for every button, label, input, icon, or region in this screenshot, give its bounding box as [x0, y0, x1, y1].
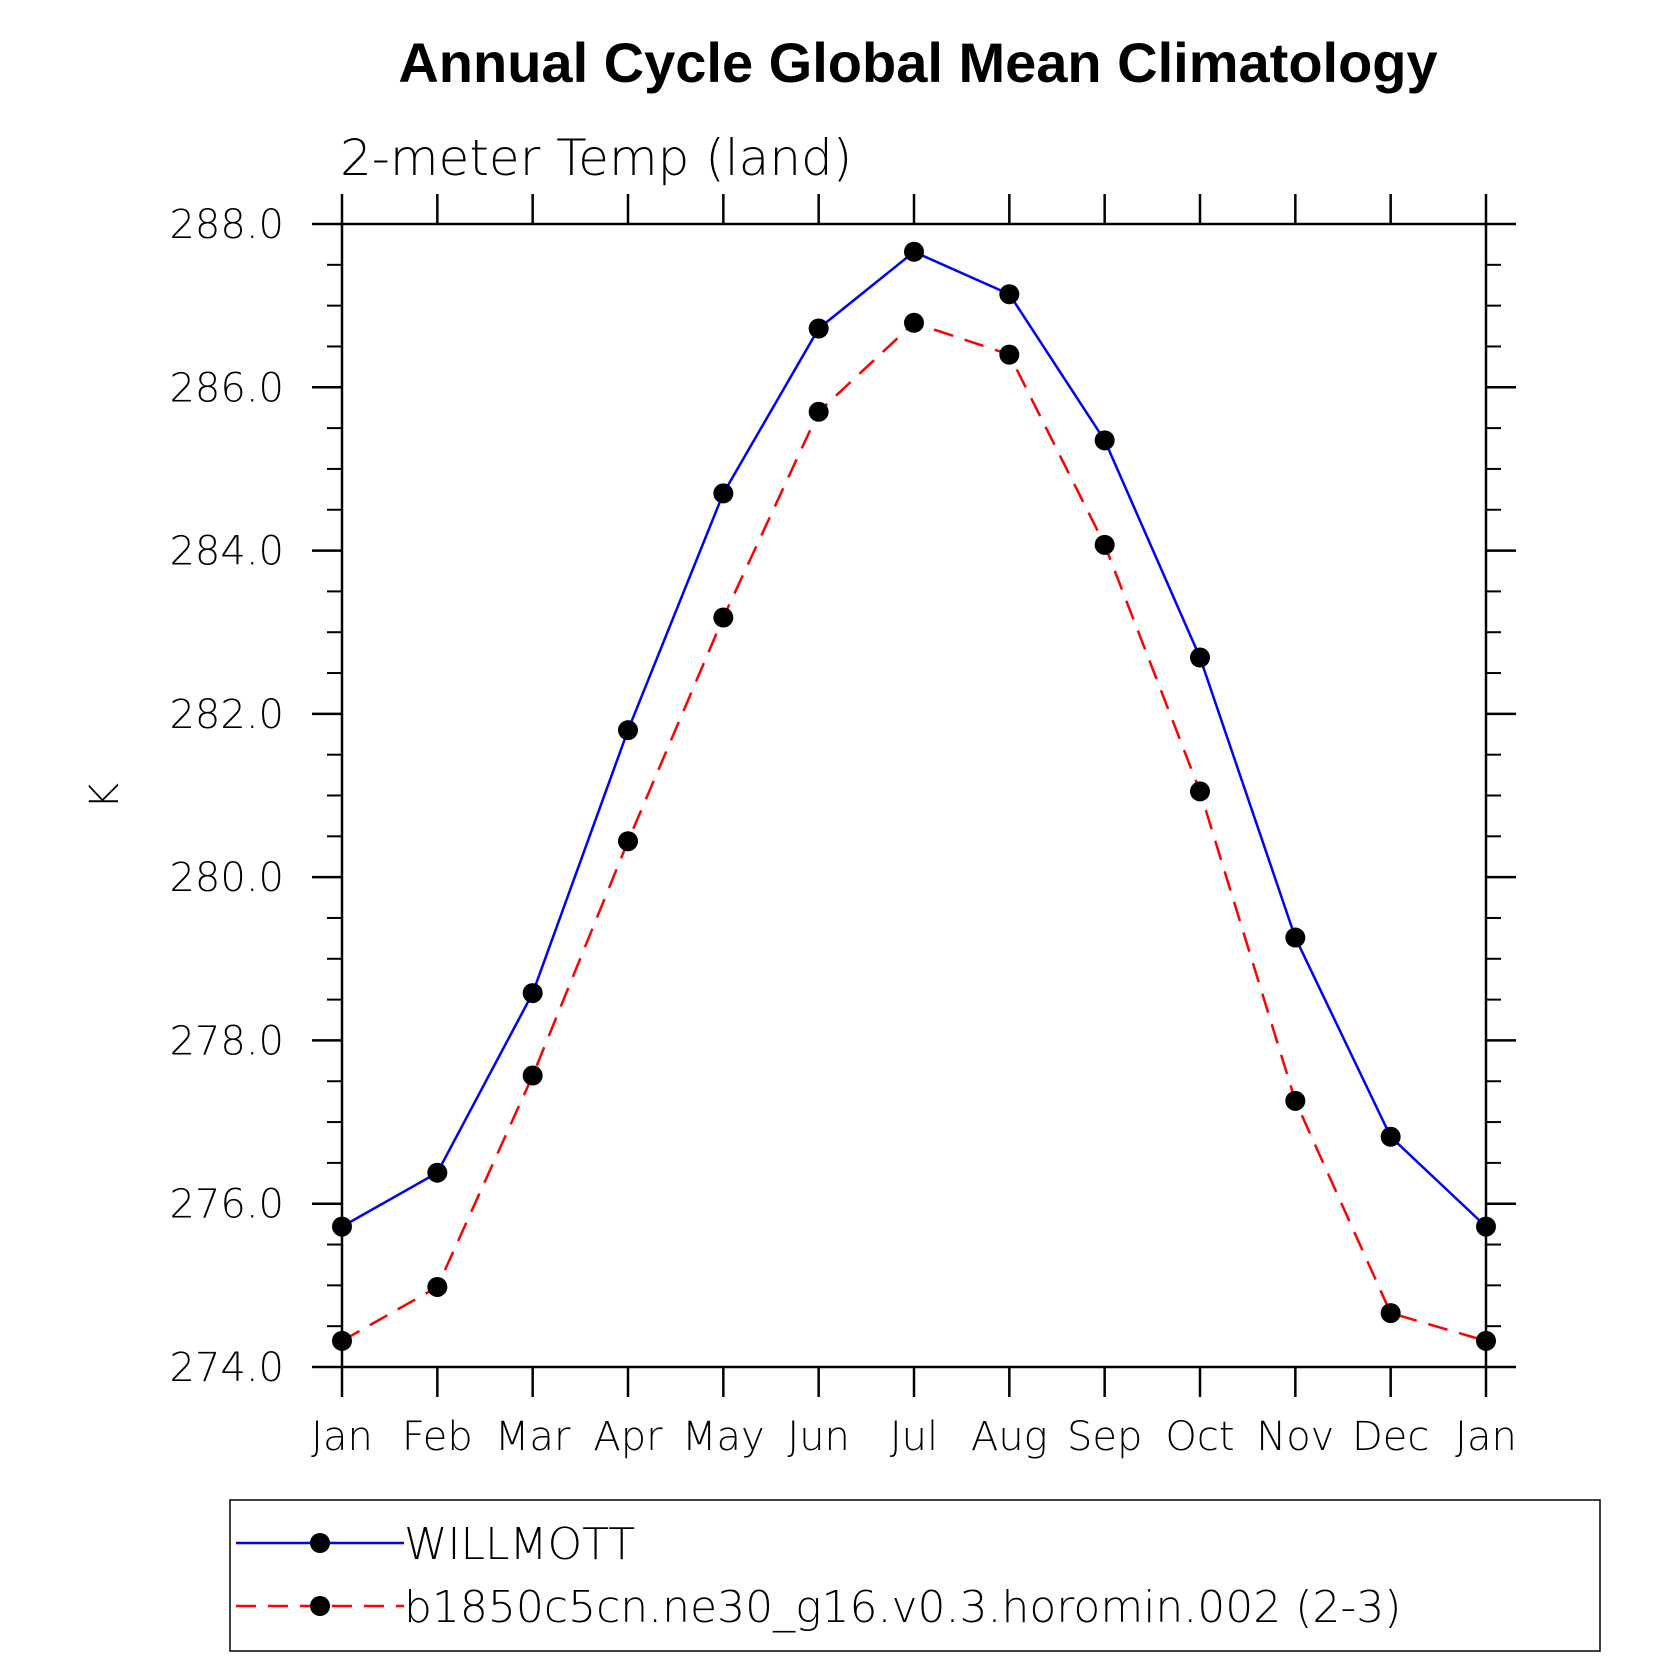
plot-frame — [340, 222, 1488, 1369]
data-point-series-0 — [332, 1216, 352, 1237]
x-tick-label: May — [682, 1414, 765, 1460]
legend-label-model: b1850c5cn.ne30_g16.v0.3.horomin.002 (2-3… — [404, 1582, 1401, 1633]
y-tick-label: 284.0 — [169, 529, 284, 575]
chart-subtitle: 2-meter Temp (land) — [340, 129, 852, 187]
data-point-series-0 — [1094, 430, 1115, 451]
x-tick-label: Jun — [787, 1414, 850, 1460]
data-point-series-0 — [1190, 647, 1210, 668]
data-point-series-1 — [1476, 1330, 1496, 1351]
axis-ticks — [312, 194, 1516, 1397]
y-tick-label: 282.0 — [169, 692, 284, 738]
legend-marker-willmott — [310, 1533, 330, 1553]
data-point-series-1 — [1380, 1303, 1401, 1324]
data-point-series-1 — [1285, 1090, 1306, 1111]
chart-title: Annual Cycle Global Mean Climatology — [398, 31, 1437, 94]
x-tick-label: Oct — [1165, 1414, 1234, 1460]
data-point-series-1 — [618, 831, 638, 852]
data-point-series-1 — [522, 1065, 543, 1086]
legend-marker-model — [310, 1596, 330, 1616]
legend-label-willmott: WILLMOTT — [404, 1519, 635, 1570]
series-points — [332, 241, 1496, 1351]
x-tick-label: Jan — [311, 1414, 373, 1460]
data-point-series-0 — [1476, 1216, 1496, 1237]
x-tick-label: Aug — [971, 1414, 1048, 1460]
data-point-series-1 — [713, 607, 734, 628]
data-point-series-0 — [713, 483, 734, 504]
data-point-series-1 — [427, 1276, 448, 1297]
y-tick-label: 288.0 — [169, 202, 284, 248]
data-point-series-1 — [1190, 781, 1210, 802]
x-tick-label: Jan — [1455, 1414, 1517, 1460]
data-point-series-1 — [1094, 534, 1115, 555]
x-tick-label: Mar — [495, 1414, 571, 1460]
y-tick-label: 280.0 — [169, 855, 284, 901]
x-tick-labels: Jan Feb Mar Apr May Jun Jul Aug Sep Oct Nov Dec Jan — [311, 1414, 1517, 1460]
y-tick-label: 286.0 — [169, 365, 284, 411]
y-tick-label: 276.0 — [169, 1182, 284, 1228]
x-tick-label: Dec — [1352, 1414, 1429, 1460]
y-axis-label: K — [82, 783, 128, 809]
data-point-series-1 — [904, 312, 924, 333]
data-point-series-0 — [522, 983, 543, 1004]
data-point-series-0 — [1380, 1126, 1401, 1147]
x-tick-label: Jul — [890, 1414, 938, 1460]
x-tick-label: Feb — [402, 1414, 473, 1460]
data-point-series-0 — [808, 318, 829, 339]
data-point-series-0 — [427, 1162, 448, 1183]
series-lines — [341, 250, 1487, 1343]
y-tick-label: 274.0 — [169, 1345, 284, 1391]
data-point-series-1 — [999, 344, 1020, 365]
legend-box — [229, 1499, 1601, 1652]
series-line-0 — [341, 250, 1487, 1228]
data-point-series-1 — [332, 1330, 352, 1351]
legend: WILLMOTT b1850c5cn.ne30_g16.v0.3.horomin… — [229, 1499, 1601, 1652]
data-point-series-0 — [618, 720, 638, 741]
y-tick-label: 278.0 — [169, 1018, 284, 1064]
x-tick-label: Apr — [593, 1414, 663, 1460]
series-line-1 — [341, 321, 1487, 1343]
data-point-series-0 — [999, 284, 1020, 305]
x-tick-label: Sep — [1067, 1414, 1142, 1460]
y-tick-labels: 274.0 276.0 278.0 280.0 282.0 284.0 286.0 288.0 — [169, 202, 284, 1391]
data-point-series-1 — [808, 401, 829, 422]
data-point-series-0 — [904, 241, 924, 262]
data-point-series-0 — [1285, 927, 1306, 948]
x-tick-label: Nov — [1256, 1414, 1334, 1460]
